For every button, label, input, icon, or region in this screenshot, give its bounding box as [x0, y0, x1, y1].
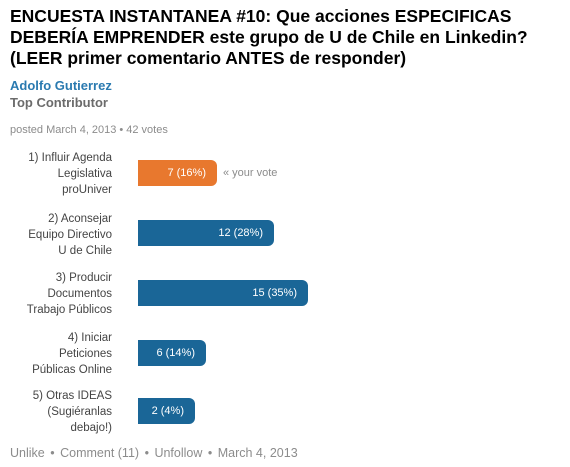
option-label-line: Equipo Directivo — [28, 229, 112, 241]
result-bar: 15 (35%) — [138, 280, 308, 306]
action-bar: Unlike • Comment (11) • Unfollow • March… — [10, 445, 298, 461]
post-date-link[interactable]: March 4, 2013 — [217, 446, 298, 460]
result-bar: 6 (14%) — [138, 340, 206, 366]
option-label-line: Peticiones — [58, 348, 112, 360]
posted-date: posted March 4, 2013 — [10, 124, 117, 136]
result-value: 12 (28%) — [218, 227, 263, 239]
option-label-line: Documentos — [47, 288, 112, 300]
result-value: 15 (35%) — [252, 287, 297, 299]
result-value: 7 (16%) — [167, 167, 206, 179]
option-label-line: 4) Iniciar — [67, 332, 112, 344]
option-label-line: (Sugiéranlas — [47, 406, 112, 418]
your-vote-note: « your vote — [223, 167, 278, 179]
action-separator: • — [144, 446, 149, 460]
option-label-line: 3) Producir — [55, 272, 112, 284]
option-label-line: debajo!) — [70, 422, 112, 434]
option-label-line: Trabajo Públicos — [26, 304, 112, 316]
result-value: 2 (4%) — [151, 405, 184, 417]
option-label-line: Públicas Online — [32, 364, 112, 376]
vote-count: 42 votes — [126, 124, 168, 136]
author-role: Top Contributor — [10, 95, 108, 110]
option-label: 1) Influir Agenda Legislativa proUniver — [0, 150, 112, 198]
action-separator: • — [207, 446, 213, 460]
option-label-line: Legislativa — [57, 168, 112, 180]
option-label-line: 2) Aconsejar — [48, 213, 112, 225]
option-label-line: U de Chile — [58, 245, 112, 257]
meta-separator: • — [119, 124, 124, 136]
option-label-line: 5) Otras IDEAS — [32, 390, 112, 402]
action-separator: • — [50, 446, 55, 460]
option-label-line: proUniver — [62, 184, 112, 196]
result-bar: 2 (4%) — [138, 398, 195, 424]
option-label: 2) Aconsejar Equipo Directivo U de Chile — [0, 211, 112, 259]
poll-title: ENCUESTA INSTANTANEA #10: Que acciones E… — [10, 6, 528, 68]
option-label: 4) Iniciar Peticiones Públicas Online — [0, 330, 112, 378]
post-meta: posted March 4, 2013 • 42 votes — [10, 123, 168, 137]
option-label-line: 1) Influir Agenda — [28, 152, 112, 164]
unfollow-link[interactable]: Unfollow — [154, 446, 203, 460]
unlike-link[interactable]: Unlike — [10, 446, 45, 460]
comment-link[interactable]: Comment (11) — [60, 446, 140, 460]
option-label: 5) Otras IDEAS (Sugiéranlas debajo!) — [0, 388, 112, 436]
result-value: 6 (14%) — [156, 347, 195, 359]
result-bar: 7 (16%) — [138, 160, 217, 186]
author-name-link[interactable]: Adolfo Gutierrez — [10, 78, 112, 93]
result-bar: 12 (28%) — [138, 220, 274, 246]
option-label: 3) Producir Documentos Trabajo Públicos — [0, 270, 112, 318]
